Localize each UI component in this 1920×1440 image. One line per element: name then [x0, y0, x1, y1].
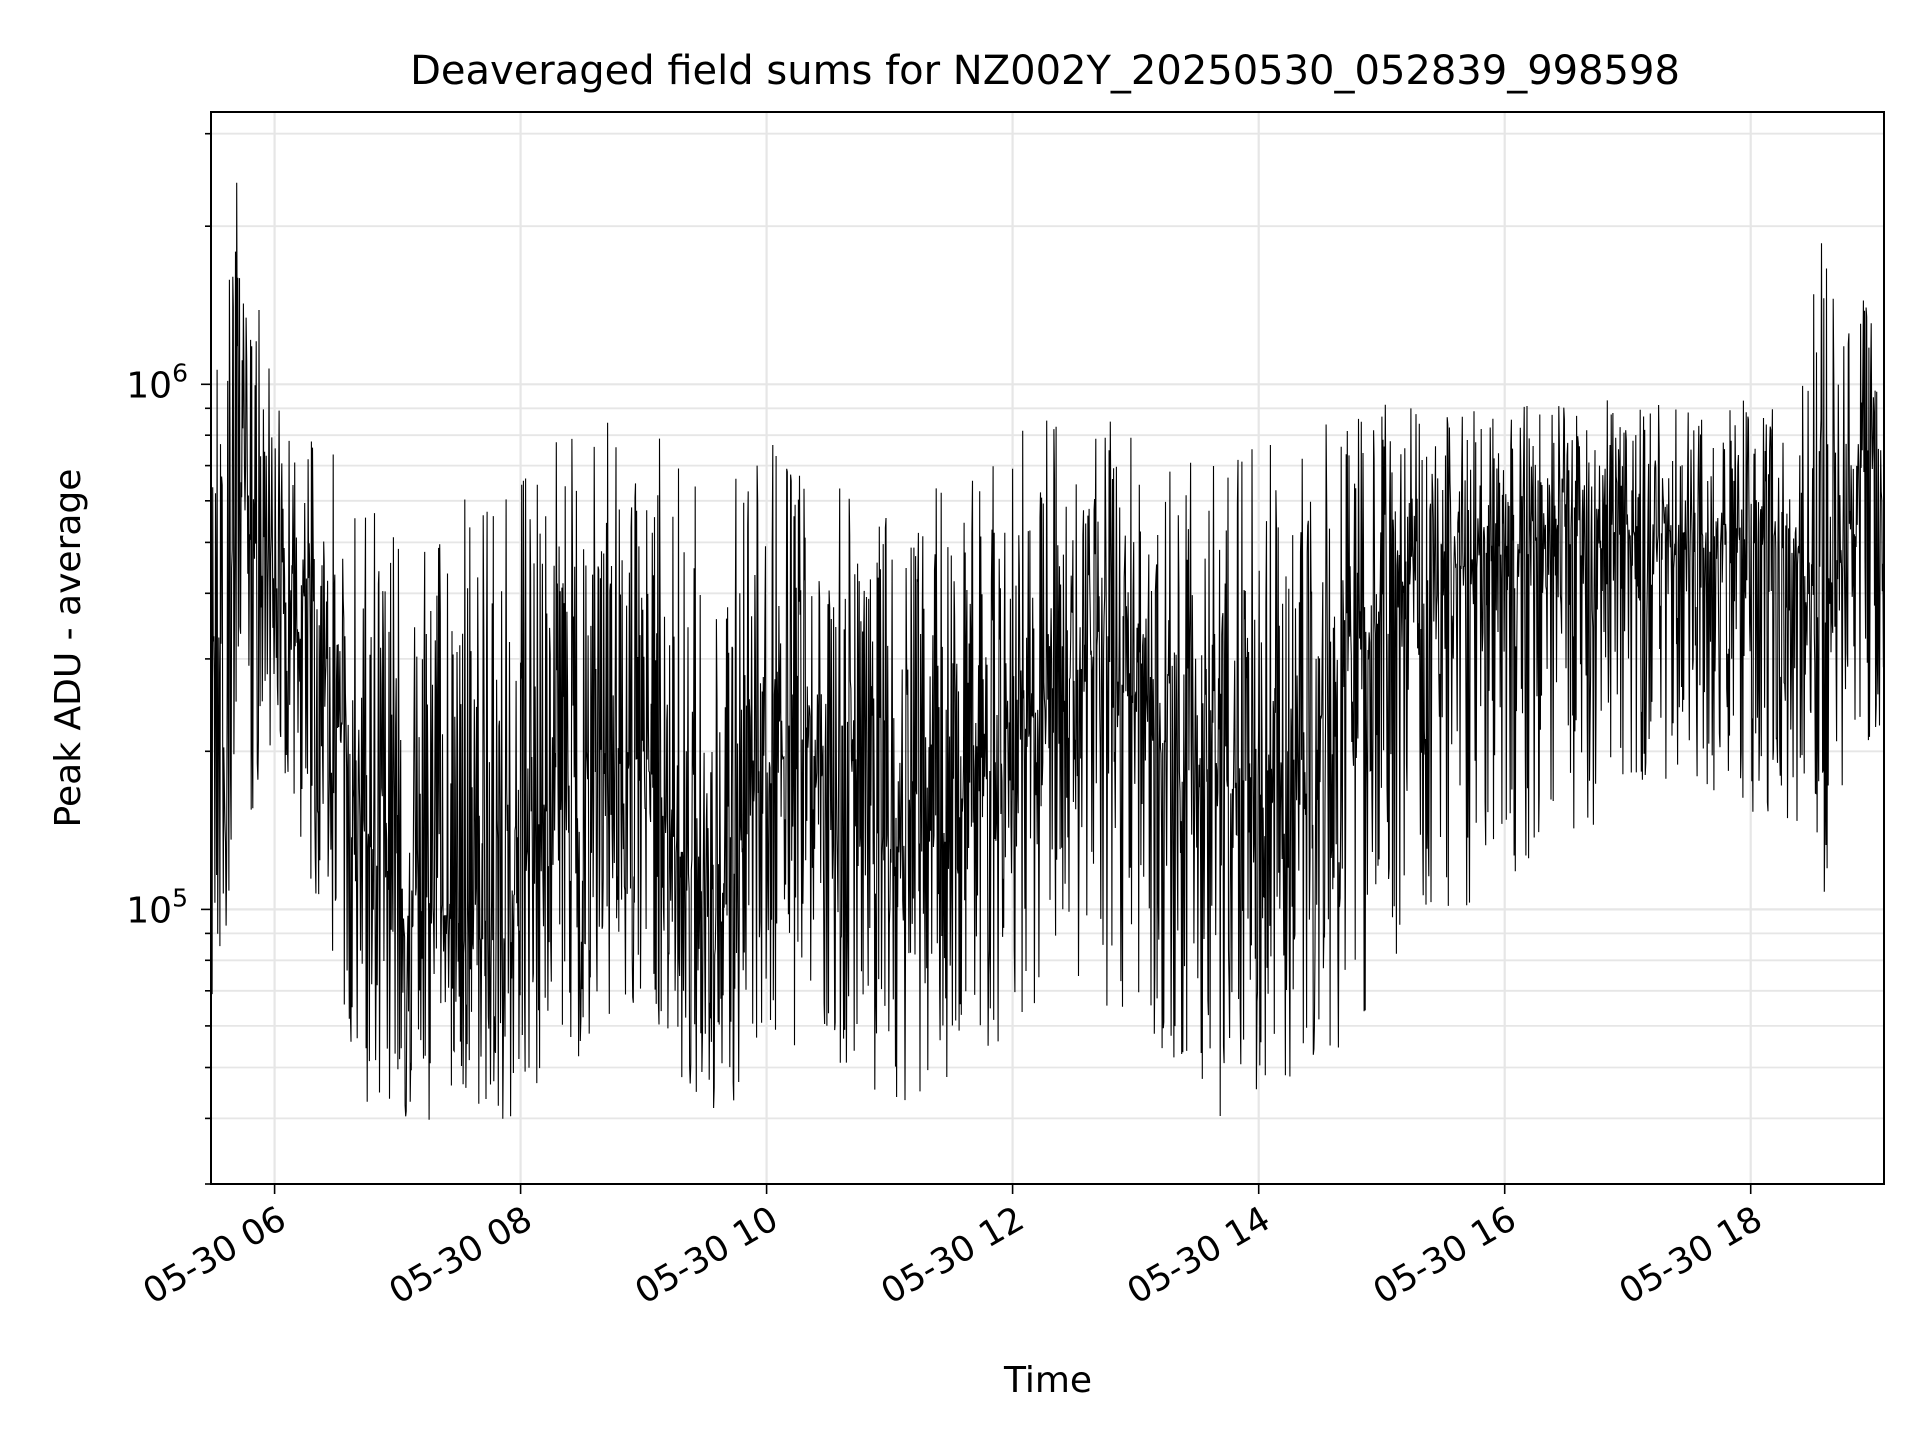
y-axis-label: Peak ADU - average: [48, 469, 89, 828]
data-series: [210, 182, 1885, 1120]
y-tick-label: 105: [126, 883, 188, 931]
plot-frame: [210, 111, 1885, 1185]
x-axis-label: Time: [1003, 1360, 1092, 1401]
y-tick-label: 106: [126, 358, 188, 406]
y-axis: 105 106: [126, 132, 211, 1185]
series-line: [210, 182, 1885, 1120]
chart-title: Deaveraged field sums for NZ002Y_2025053…: [410, 48, 1680, 94]
